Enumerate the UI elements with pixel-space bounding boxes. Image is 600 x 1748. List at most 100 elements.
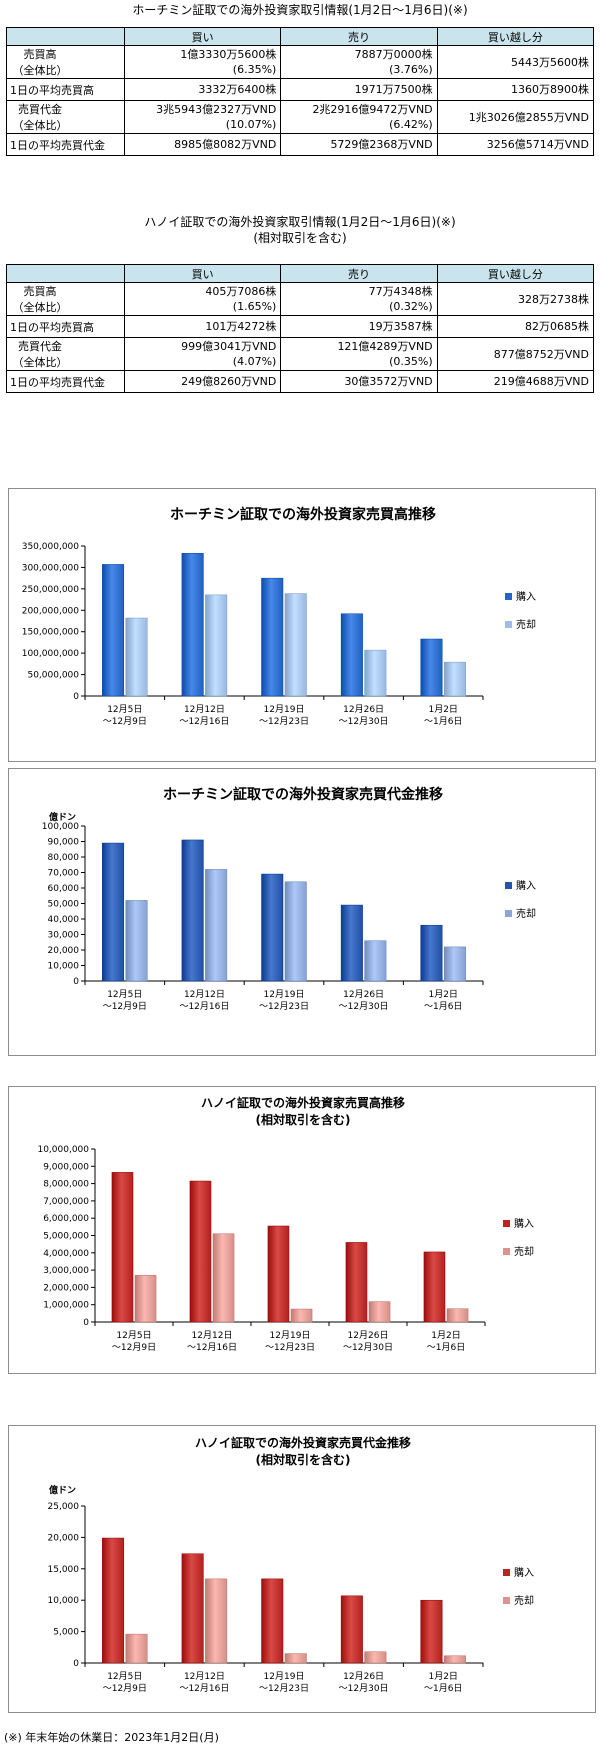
- table-header: [6, 264, 125, 283]
- cell-buy: 405万7086株 (1.65%): [123, 282, 282, 316]
- hcm-trading-table: 買い 売り 買い越し分 売買高 （全体比） 1億3330万5600株 (6.35%) 7887…: [6, 27, 595, 156]
- bar-sell: [364, 1651, 387, 1664]
- table-header: 売り: [280, 27, 438, 46]
- bar-buy: [340, 904, 363, 982]
- x-tick-label: ～12月23日: [259, 1683, 309, 1694]
- table-header: 買い: [123, 27, 282, 46]
- x-tick-label: 12月5日: [107, 989, 142, 1000]
- x-tick-label: ～12月9日: [103, 1001, 147, 1012]
- x-tick-label: 12月12日: [184, 1671, 225, 1682]
- bar-buy: [102, 564, 125, 697]
- legend-label: 売却: [514, 1245, 534, 1258]
- y-tick-label: 300,000,000: [22, 563, 80, 573]
- bar-sell: [443, 946, 466, 982]
- y-tick-label: 0: [73, 1659, 79, 1669]
- bar-sell: [368, 1301, 391, 1323]
- cell-sell: 5729億2368万VND: [280, 133, 438, 156]
- bar-sell: [125, 617, 148, 697]
- bar-buy: [423, 1251, 446, 1323]
- y-tick-label: 150,000,000: [22, 628, 80, 638]
- table-row: 売買代金 （全体比） 999億3041万VND (4.07%) 121億4289万VND…: [6, 337, 595, 371]
- bar-buy: [340, 613, 363, 697]
- y-tick-label: 15,000: [48, 1565, 80, 1575]
- legend-label: 購入: [514, 1566, 534, 1579]
- y-tick-label: 5,000: [53, 1628, 79, 1638]
- cell-buy: 3兆5943億2327万VND (10.07%): [123, 100, 282, 134]
- legend-label: 売却: [514, 1594, 534, 1607]
- row-label: 1日の平均売買代金: [6, 370, 125, 393]
- y-tick-label: 50,000,000: [27, 671, 79, 681]
- x-tick-label: ～12月16日: [187, 1342, 237, 1353]
- legend-label: 売却: [516, 907, 536, 920]
- x-tick-label: ～12月30日: [339, 1683, 389, 1694]
- bar-buy: [420, 638, 443, 697]
- y-tick-label: 1,000,000: [43, 1301, 89, 1311]
- row-label: 1日の平均売買代金: [6, 133, 125, 156]
- table-header: 買い越し分: [436, 27, 595, 46]
- x-tick-label: ～12月16日: [179, 716, 229, 727]
- hn-table-subtitle: (相対取引を含む): [253, 231, 347, 245]
- chart-title: ホーチミン証取での海外投資家売買高推移: [170, 506, 436, 523]
- cell-net: 3256億5714万VND: [436, 133, 595, 156]
- x-tick-label: ～12月9日: [103, 1683, 147, 1694]
- bar-buy: [181, 839, 204, 982]
- x-tick-label: 12月5日: [116, 1330, 151, 1341]
- x-tick-label: 12月12日: [184, 704, 225, 715]
- footnote: (※) 年末年始の休業日：2023年1月2日(月): [4, 1731, 219, 1744]
- x-tick-label: 1月2日: [431, 1330, 460, 1341]
- x-tick-label: 12月5日: [107, 704, 142, 715]
- cell-buy: 249億8260万VND: [123, 370, 282, 393]
- x-tick-label: ～12月16日: [179, 1001, 229, 1012]
- x-tick-label: 12月12日: [192, 1330, 233, 1341]
- hcm-volume-chart: ホーチミン証取での海外投資家売買高推移 0 50,000,000 100,000,00…: [8, 488, 596, 762]
- cell-sell: 77万4348株 (0.32%): [280, 282, 438, 316]
- y-tick-label: 50,000: [48, 900, 80, 910]
- legend-swatch: [505, 882, 512, 889]
- cell-sell: 30億3572万VND: [280, 370, 438, 393]
- bar-sell: [205, 869, 228, 982]
- hcm-table-title: ホーチミン証取での海外投資家取引情報(1月2日～1月6日)(※): [132, 3, 468, 17]
- cell-net: 1兆3026億2855万VND: [436, 100, 595, 134]
- x-tick-label: ～12月30日: [343, 1342, 393, 1353]
- legend-swatch: [505, 621, 512, 628]
- bar-sell: [446, 1308, 469, 1323]
- y-tick-label: 350,000,000: [22, 542, 80, 552]
- bar-buy: [189, 1180, 212, 1323]
- y-tick-label: 250,000,000: [22, 585, 80, 595]
- y-tick-label: 0: [73, 977, 79, 987]
- legend-swatch: [503, 1569, 510, 1576]
- bar-buy: [261, 1578, 284, 1664]
- row-label: 売買高 （全体比）: [6, 282, 125, 316]
- y-axis-unit: 億ドン: [49, 1484, 76, 1496]
- table-row: 1日の平均売買代金 249億8260万VND 30億3572万VND 219億4688…: [6, 370, 595, 393]
- bar-sell: [125, 900, 148, 982]
- cell-sell: 19万3587株: [280, 315, 438, 338]
- bar-buy: [340, 1595, 363, 1664]
- y-tick-label: 0: [73, 692, 79, 702]
- bar-sell: [125, 1633, 148, 1664]
- y-tick-label: 25,000: [48, 1502, 80, 1512]
- row-label: 売買高 （全体比）: [6, 45, 125, 79]
- table-row: 1日の平均売買代金 8985億8082万VND 5729億2368万VND 3256億…: [6, 133, 595, 156]
- bar-sell: [443, 661, 466, 697]
- legend-label: 購入: [514, 1217, 534, 1230]
- x-tick-label: ～1月6日: [424, 716, 462, 727]
- table-header: 買い越し分: [436, 264, 595, 283]
- bar-sell: [212, 1233, 235, 1323]
- y-tick-label: 7,000,000: [43, 1197, 89, 1207]
- bar-buy: [345, 1242, 368, 1323]
- y-tick-label: 10,000: [48, 962, 80, 972]
- table-header: 買い: [123, 264, 282, 283]
- bar-buy: [111, 1172, 134, 1323]
- cell-net: 82万0685株: [436, 315, 595, 338]
- legend-label: 購入: [516, 590, 536, 603]
- bar-buy: [102, 1537, 125, 1664]
- chart-title: ホーチミン証取での海外投資家売買代金推移: [163, 786, 443, 803]
- table-header: [6, 27, 125, 46]
- x-tick-label: 12月26日: [343, 989, 384, 1000]
- y-tick-label: 2,000,000: [43, 1283, 89, 1293]
- table-row: 1日の平均売買高 101万4272株 19万3587株 82万0685株: [6, 315, 595, 338]
- bar-sell: [284, 881, 307, 982]
- bar-sell: [284, 593, 307, 697]
- bar-buy: [102, 842, 125, 982]
